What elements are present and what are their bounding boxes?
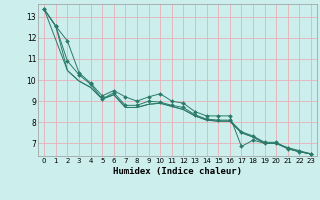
X-axis label: Humidex (Indice chaleur): Humidex (Indice chaleur): [113, 167, 242, 176]
